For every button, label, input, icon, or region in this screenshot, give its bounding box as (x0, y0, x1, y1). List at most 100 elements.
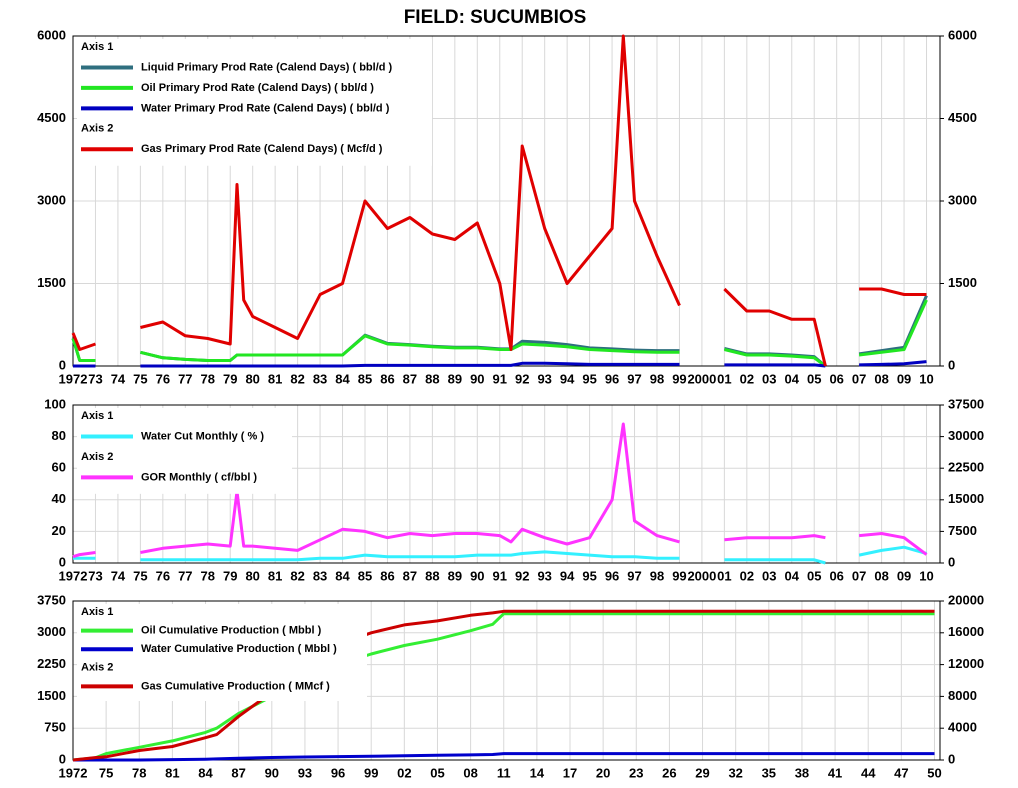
x-tick-label: 32 (728, 765, 742, 780)
x-tick-label: 99 (672, 371, 686, 386)
x-tick-label: 17 (563, 765, 577, 780)
x-tick-label: 91 (493, 371, 507, 386)
x-tick-label: 89 (448, 568, 462, 583)
x-tick-label: 02 (397, 765, 411, 780)
y-tick-label: 1500 (37, 688, 66, 703)
legend-label: Water Cumulative Production ( Mbbl ) (141, 643, 337, 655)
x-tick-label: 87 (403, 371, 417, 386)
x-tick-label: 94 (560, 371, 575, 386)
x-tick-label: 1972 (59, 765, 88, 780)
y-tick-label: 80 (52, 428, 66, 443)
x-tick-label: 82 (290, 371, 304, 386)
x-tick-label: 29 (695, 765, 709, 780)
x-tick-label: 90 (470, 371, 484, 386)
legend-box (77, 408, 292, 494)
x-tick-label: 26 (662, 765, 676, 780)
x-tick-label: 93 (537, 568, 551, 583)
y2-tick-label: 22500 (948, 460, 984, 475)
y2-tick-label: 0 (948, 357, 955, 372)
x-tick-label: 41 (828, 765, 842, 780)
y2-tick-label: 4500 (948, 110, 977, 125)
x-tick-label: 77 (178, 371, 192, 386)
legend-label: GOR Monthly ( cf/bbl ) (141, 471, 257, 483)
x-tick-label: 77 (178, 568, 192, 583)
x-tick-label: 03 (762, 568, 776, 583)
y-tick-label: 4500 (37, 110, 66, 125)
y-tick-label: 40 (52, 491, 66, 506)
x-tick-label: 88 (425, 371, 439, 386)
legend-label: Liquid Primary Prod Rate (Calend Days) (… (141, 61, 393, 73)
x-tick-label: 78 (201, 568, 215, 583)
x-tick-label: 04 (785, 568, 800, 583)
legend-label: Water Primary Prod Rate (Calend Days) ( … (141, 102, 390, 114)
x-tick-label: 05 (807, 568, 821, 583)
y-tick-label: 0 (59, 357, 66, 372)
x-tick-label: 97 (627, 568, 641, 583)
x-tick-label: 38 (795, 765, 809, 780)
series-line (72, 422, 928, 559)
x-tick-label: 81 (268, 568, 282, 583)
x-tick-label: 75 (133, 371, 147, 386)
y-tick-label: 0 (59, 554, 66, 569)
x-tick-label: 91 (493, 568, 507, 583)
chart-title: FIELD: SUCUMBIOS (404, 7, 587, 28)
x-tick-label: 78 (201, 371, 215, 386)
y-tick-label: 0 (59, 751, 66, 766)
x-tick-label: 95 (582, 568, 596, 583)
x-tick-label: 98 (650, 371, 664, 386)
x-tick-label: 90 (470, 568, 484, 583)
x-tick-label: 93 (298, 765, 312, 780)
x-tick-label: 74 (111, 568, 126, 583)
x-tick-label: 50 (927, 765, 941, 780)
x-tick-label: 87 (403, 568, 417, 583)
y2-tick-label: 1500 (948, 275, 977, 290)
x-tick-label: 85 (358, 568, 372, 583)
x-tick-label: 09 (897, 568, 911, 583)
y-tick-label: 6000 (37, 27, 66, 42)
x-tick-label: 74 (111, 371, 126, 386)
legend-label: Oil Primary Prod Rate (Calend Days) ( bb… (141, 82, 374, 94)
x-tick-label: 76 (156, 371, 170, 386)
x-tick-label: 87 (231, 765, 245, 780)
plot-frame (72, 600, 941, 761)
x-tick-label: 75 (99, 765, 113, 780)
x-tick-label: 06 (829, 371, 843, 386)
y-tick-label: 60 (52, 460, 66, 475)
x-tick-label: 04 (785, 371, 800, 386)
x-tick-label: 94 (560, 568, 575, 583)
x-tick-label: 85 (358, 371, 372, 386)
x-tick-label: 47 (894, 765, 908, 780)
y-tick-label: 20 (52, 523, 66, 538)
plot-frame (72, 404, 941, 564)
x-tick-label: 20 (596, 765, 610, 780)
x-tick-label: 99 (364, 765, 378, 780)
y2-tick-label: 15000 (948, 491, 984, 506)
x-tick-label: 44 (861, 765, 876, 780)
x-tick-label: 73 (88, 568, 102, 583)
x-tick-label: 08 (874, 371, 888, 386)
legend-label: Oil Cumulative Production ( Mbbl ) (141, 625, 322, 637)
series-line (73, 752, 935, 762)
legend-label: Gas Primary Prod Rate (Calend Days) ( Mc… (141, 143, 383, 155)
x-tick-label: 02 (740, 371, 754, 386)
x-tick-label: 10 (919, 568, 933, 583)
x-tick-label: 01 (717, 371, 731, 386)
series-line (73, 360, 927, 368)
x-tick-label: 82 (290, 568, 304, 583)
series-line (71, 34, 927, 367)
x-tick-label: 02 (740, 568, 754, 583)
legend-box (77, 39, 432, 166)
x-tick-label: 79 (223, 371, 237, 386)
y2-tick-label: 6000 (948, 27, 977, 42)
x-tick-label: 07 (852, 568, 866, 583)
legend-header: Axis 1 (81, 410, 113, 422)
x-tick-label: 1972 (59, 568, 88, 583)
x-tick-label: 10 (919, 371, 933, 386)
x-tick-label: 86 (380, 568, 394, 583)
y-tick-label: 100 (44, 396, 66, 411)
x-tick-label: 08 (463, 765, 477, 780)
y2-tick-label: 0 (948, 751, 955, 766)
legend-header: Axis 1 (81, 606, 113, 618)
legend-header: Axis 2 (81, 451, 113, 463)
